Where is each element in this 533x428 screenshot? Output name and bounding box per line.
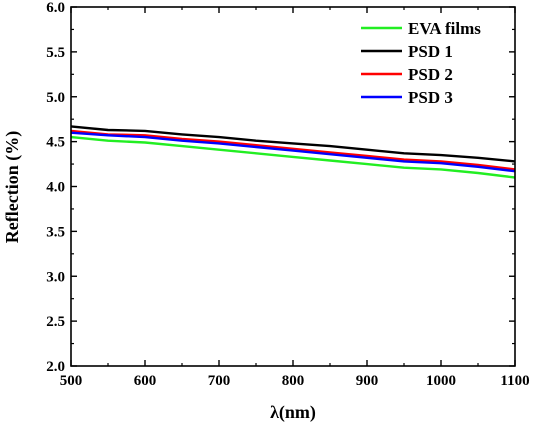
x-tick-label: 700 <box>208 373 231 389</box>
legend: EVA films PSD 1 PSD 2 PSD 3 <box>361 19 481 107</box>
y-tick-label: 6.0 <box>46 0 65 16</box>
legend-label-3: PSD 2 <box>408 65 453 84</box>
y-tick-label: 5.5 <box>46 45 65 61</box>
x-tick-label: 500 <box>60 373 83 389</box>
y-tick-label: 4.0 <box>46 180 65 196</box>
x-tick-label: 800 <box>282 373 305 389</box>
series-line-1 <box>70 135 516 179</box>
legend-label-2: PSD 1 <box>408 42 453 61</box>
y-tick-label: 5.0 <box>46 90 65 106</box>
x-tick-label: 1000 <box>426 373 456 389</box>
x-tick-label: 1100 <box>500 373 529 389</box>
x-axis-title: λ(nm) <box>270 402 316 423</box>
y-tick-label: 4.5 <box>46 135 65 151</box>
legend-label-1: EVA films <box>408 19 481 38</box>
x-tick-label: 900 <box>356 373 379 389</box>
series-line-3 <box>70 129 516 171</box>
y-tick-label: 3.0 <box>46 269 65 285</box>
y-tick-label: 2.0 <box>46 359 65 375</box>
legend-label-4: PSD 3 <box>408 88 453 107</box>
y-axis-title: Reflection (%) <box>2 131 23 243</box>
series-layer <box>70 125 516 179</box>
series-line-4 <box>70 131 516 173</box>
ticks-layer: 500 600 700 800 900 1000 1100 2.0 2.5 3.0 3.5 4.0 4.… <box>46 0 529 389</box>
series-line-2 <box>70 125 516 163</box>
x-tick-label: 600 <box>134 373 157 389</box>
y-tick-label: 3.5 <box>46 224 65 240</box>
y-tick-label: 2.5 <box>46 314 65 330</box>
